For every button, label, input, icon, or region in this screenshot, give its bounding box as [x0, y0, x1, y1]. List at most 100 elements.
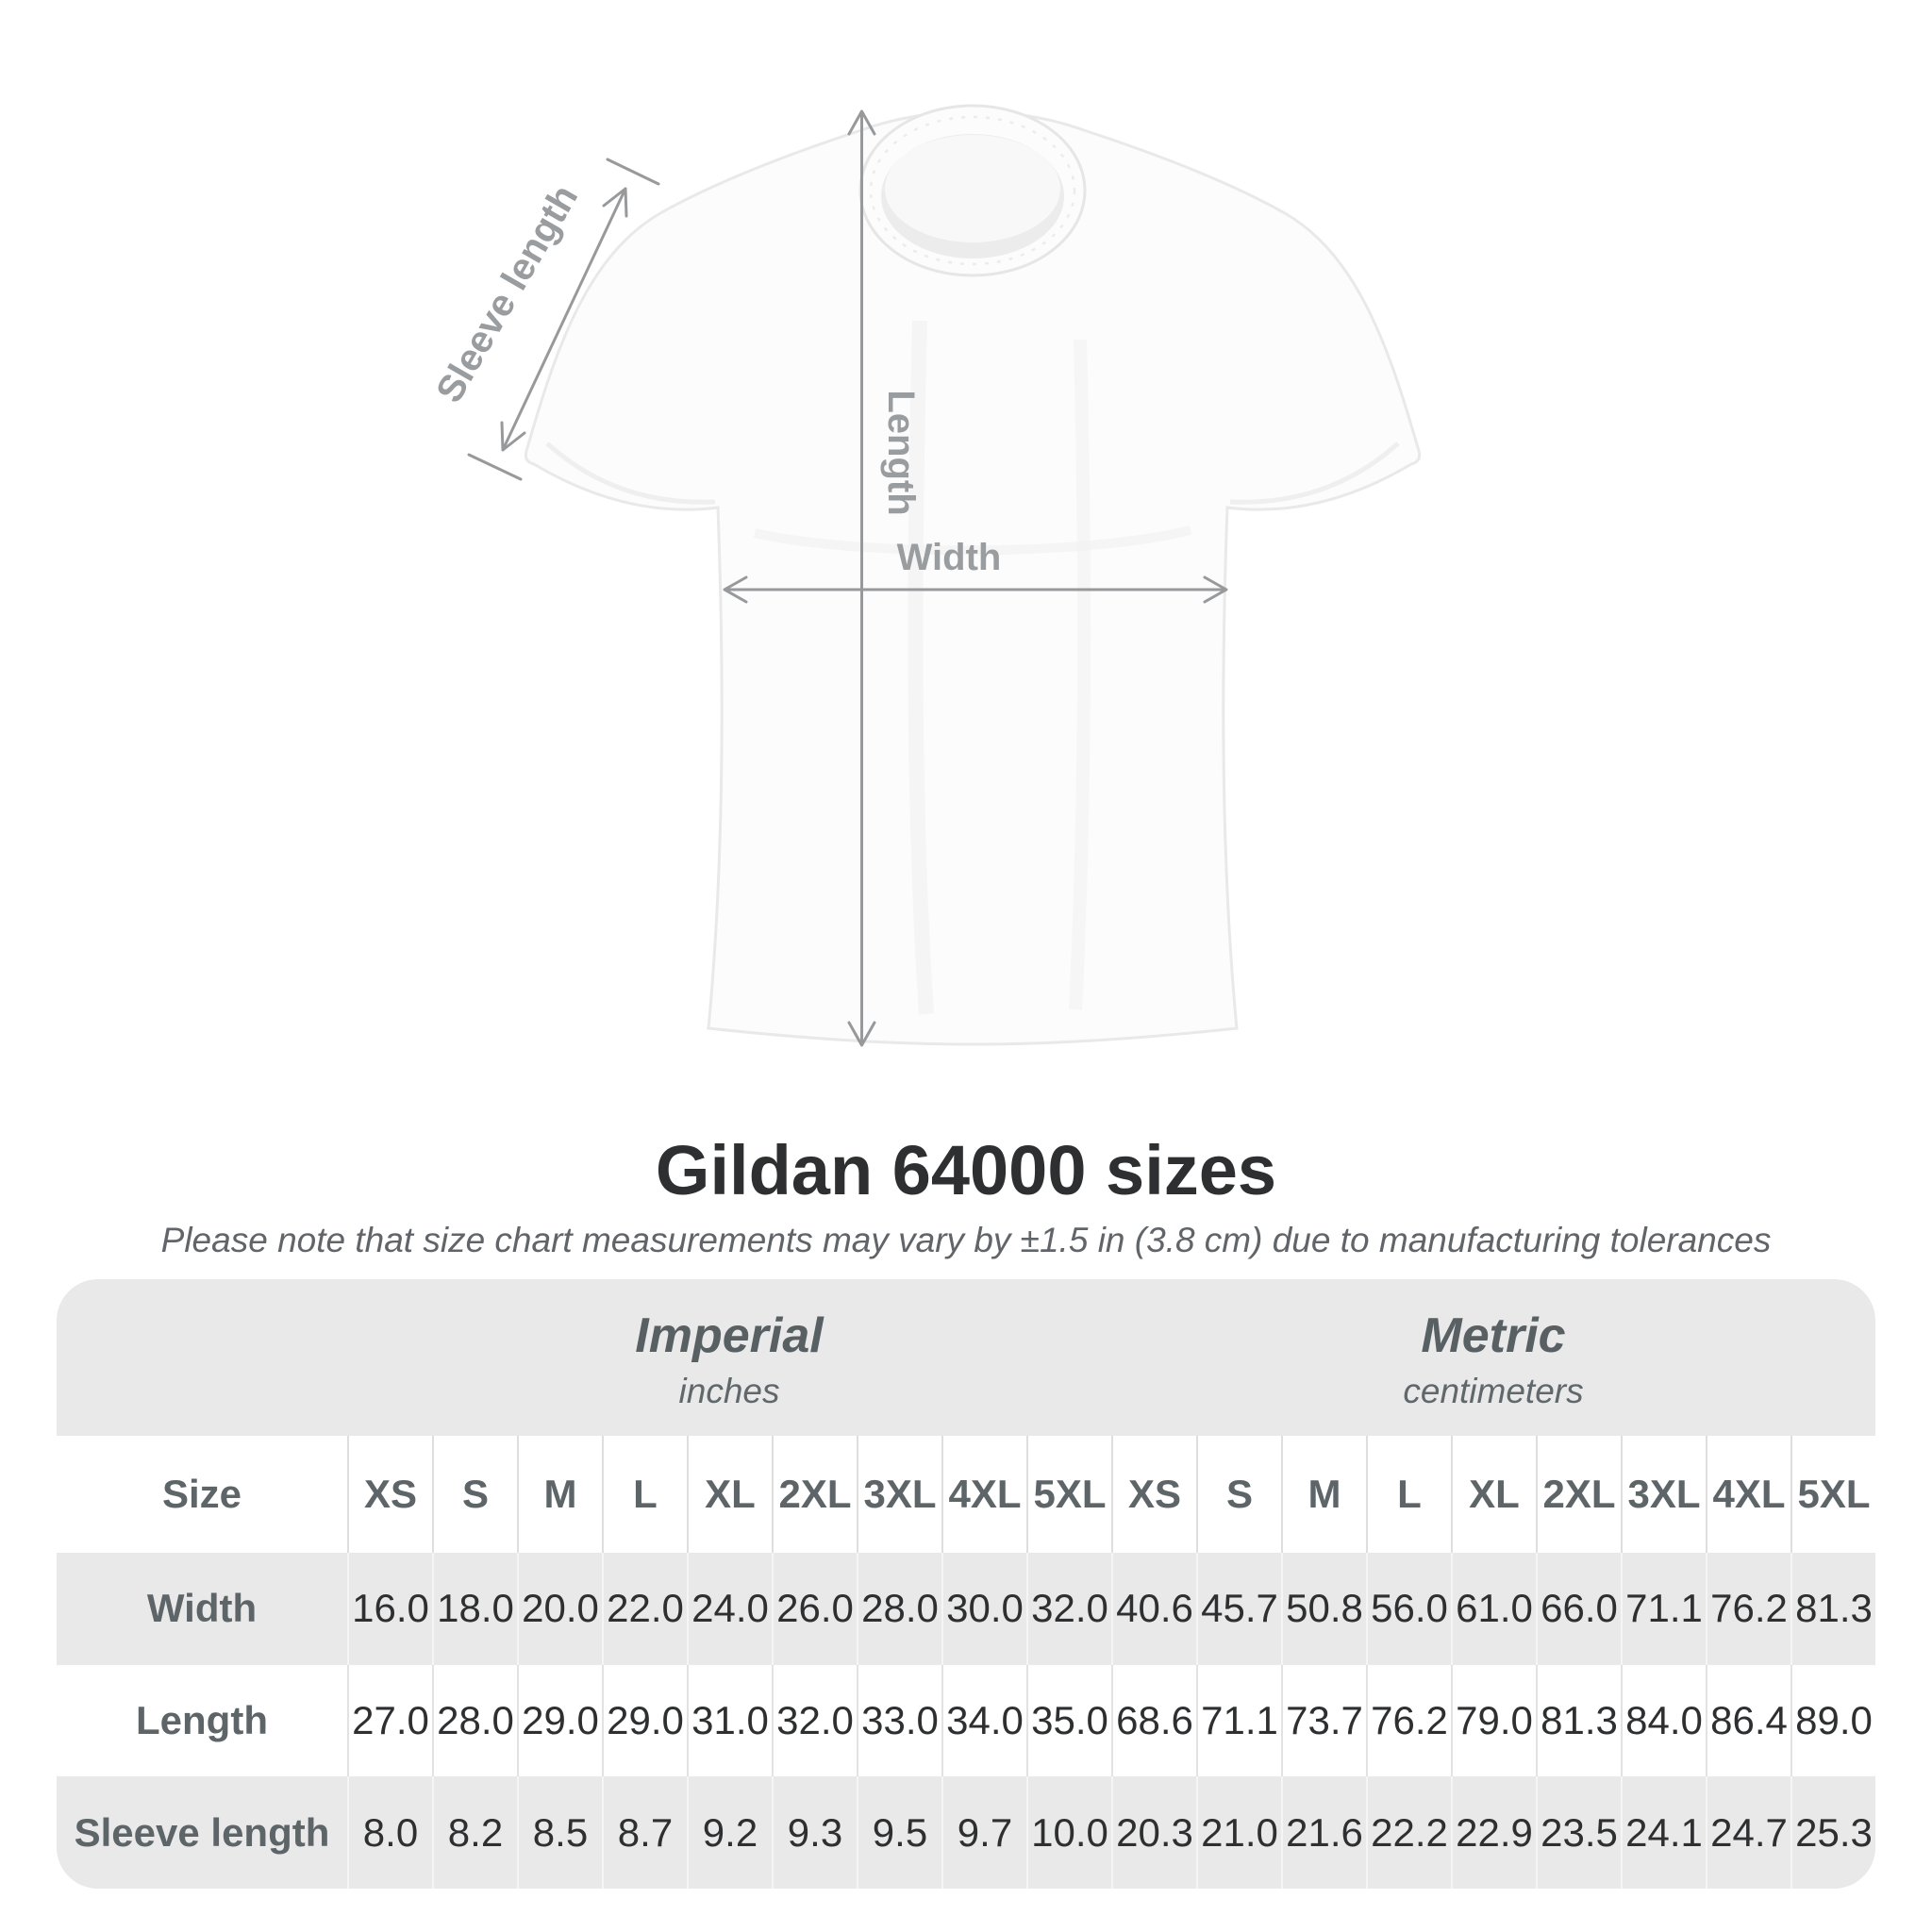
- fold-shading: [753, 525, 1192, 556]
- row-label-width: Width: [146, 1586, 258, 1631]
- value-width-imperial-s: 18.0: [432, 1553, 517, 1665]
- value-length-imperial-m: 29.0: [517, 1664, 602, 1777]
- page-title: Gildan 64000 sizes: [655, 1131, 1277, 1209]
- fold-shading: [908, 320, 934, 1015]
- value-sleeve-length-metric-xs: 20.3: [1111, 1776, 1196, 1889]
- size-header-metric-l: L: [1366, 1436, 1451, 1553]
- value-length-imperial-3xl: 33.0: [857, 1664, 941, 1777]
- value-width-metric-s: 45.7: [1196, 1553, 1281, 1665]
- value-sleeve-length-imperial-2xl: 9.3: [772, 1776, 857, 1889]
- sleeve-shadow-left: [545, 441, 716, 505]
- value-width-imperial-m: 20.0: [517, 1553, 602, 1665]
- value-width-imperial-l: 22.0: [602, 1553, 687, 1665]
- value-length-imperial-xs: 27.0: [347, 1664, 432, 1777]
- size-header-metric-3xl: 3XL: [1621, 1436, 1706, 1553]
- value-sleeve-length-imperial-3xl: 9.5: [857, 1776, 941, 1889]
- value-width-imperial-3xl: 28.0: [857, 1553, 941, 1665]
- table-row-length: Length 27.0 28.0 29.0 29.0 31.0 32.0 33.0 34.0 35…: [57, 1664, 1875, 1777]
- value-length-imperial-5xl: 35.0: [1026, 1664, 1111, 1777]
- size-header-metric-xl: XL: [1451, 1436, 1536, 1553]
- width-label: Width: [897, 537, 1002, 578]
- dimension-annotations: [467, 109, 1228, 1047]
- value-length-imperial-l: 29.0: [602, 1664, 687, 1777]
- size-header-row: Size XS S M L XL 2XL 3XL 4XL 5XL XS S M L XL 2XL 3XL 4XL…: [57, 1436, 1875, 1553]
- value-sleeve-length-imperial-s: 8.2: [432, 1776, 517, 1889]
- value-sleeve-length-imperial-xs: 8.0: [347, 1776, 432, 1889]
- value-width-metric-5xl: 81.3: [1790, 1553, 1875, 1665]
- unit-group-metric: Metric centimeters: [1111, 1279, 1875, 1436]
- value-length-metric-3xl: 84.0: [1621, 1664, 1706, 1777]
- value-width-imperial-xl: 24.0: [687, 1553, 772, 1665]
- unit-group-imperial: Imperial inches: [347, 1279, 1111, 1436]
- value-width-imperial-xs: 16.0: [347, 1553, 432, 1665]
- value-length-metric-s: 71.1: [1196, 1664, 1281, 1777]
- value-length-imperial-2xl: 32.0: [772, 1664, 857, 1777]
- collar-inner-back: [885, 135, 1060, 242]
- value-sleeve-length-metric-3xl: 24.1: [1621, 1776, 1706, 1889]
- size-header-metric-2xl: 2XL: [1536, 1436, 1621, 1553]
- width-arrow: [723, 575, 1228, 604]
- value-sleeve-length-metric-2xl: 23.5: [1536, 1776, 1621, 1889]
- tshirt-size-diagram: Width Length Sleeve length: [428, 104, 1422, 1047]
- value-sleeve-length-metric-s: 21.0: [1196, 1776, 1281, 1889]
- value-length-imperial-s: 28.0: [432, 1664, 517, 1777]
- value-width-metric-xs: 40.6: [1111, 1553, 1196, 1665]
- table-body: Width 16.0 18.0 20.0 22.0 24.0 26.0 28.0 30.0 32.…: [57, 1553, 1875, 1889]
- size-header-imperial-3xl: 3XL: [857, 1436, 941, 1553]
- value-sleeve-length-metric-xl: 22.9: [1451, 1776, 1536, 1889]
- value-sleeve-length-imperial-5xl: 10.0: [1026, 1776, 1111, 1889]
- size-header-imperial-xs: XS: [347, 1436, 432, 1553]
- value-width-imperial-4xl: 30.0: [941, 1553, 1026, 1665]
- length-label: Length: [880, 390, 922, 515]
- tshirt-body: [524, 110, 1422, 1046]
- value-length-metric-2xl: 81.3: [1536, 1664, 1621, 1777]
- value-sleeve-length-imperial-4xl: 9.7: [941, 1776, 1026, 1889]
- length-arrow: [847, 109, 876, 1047]
- value-sleeve-length-metric-4xl: 24.7: [1706, 1776, 1790, 1889]
- size-header-metric-s: S: [1196, 1436, 1281, 1553]
- value-length-metric-m: 73.7: [1281, 1664, 1366, 1777]
- value-width-metric-2xl: 66.0: [1536, 1553, 1621, 1665]
- row-label-sleeve-length: Sleeve length: [74, 1809, 330, 1855]
- size-header-imperial-xl: XL: [687, 1436, 772, 1553]
- size-header-imperial-m: M: [517, 1436, 602, 1553]
- size-header-imperial-s: S: [432, 1436, 517, 1553]
- value-width-imperial-5xl: 32.0: [1026, 1553, 1111, 1665]
- value-sleeve-length-imperial-m: 8.5: [517, 1776, 602, 1889]
- fold-shading: [1069, 339, 1091, 1010]
- size-header-metric-5xl: 5XL: [1790, 1436, 1875, 1553]
- value-sleeve-length-metric-m: 21.6: [1281, 1776, 1366, 1889]
- value-width-metric-4xl: 76.2: [1706, 1553, 1790, 1665]
- value-width-metric-l: 56.0: [1366, 1553, 1451, 1665]
- row-label-length: Length: [136, 1698, 268, 1742]
- size-header-metric-4xl: 4XL: [1706, 1436, 1790, 1553]
- value-width-metric-m: 50.8: [1281, 1553, 1366, 1665]
- size-header-metric-xs: XS: [1111, 1436, 1196, 1553]
- value-length-imperial-4xl: 34.0: [941, 1664, 1026, 1777]
- table-row-width: Width 16.0 18.0 20.0 22.0 24.0 26.0 28.0 30.0 32.…: [57, 1553, 1875, 1665]
- size-chart-table: Imperial inches Metric centimeters Size …: [57, 1279, 1875, 1889]
- collar-stitching: [869, 115, 1076, 266]
- value-length-metric-l: 76.2: [1366, 1664, 1451, 1777]
- size-header-imperial-4xl: 4XL: [941, 1436, 1026, 1553]
- value-sleeve-length-imperial-l: 8.7: [602, 1776, 687, 1889]
- value-length-metric-4xl: 86.4: [1706, 1664, 1790, 1777]
- sleeve-length-arrow: [467, 158, 660, 481]
- size-column-header: Size: [161, 1472, 242, 1516]
- size-header-imperial-2xl: 2XL: [772, 1436, 857, 1553]
- value-sleeve-length-metric-l: 22.2: [1366, 1776, 1451, 1889]
- unit-group-row: Imperial inches Metric centimeters: [57, 1279, 1875, 1436]
- value-length-imperial-xl: 31.0: [687, 1664, 772, 1777]
- value-length-metric-5xl: 89.0: [1790, 1664, 1875, 1777]
- imperial-label: Imperial: [635, 1308, 824, 1364]
- tshirt-graphic: [524, 104, 1422, 1046]
- metric-label: Metric: [1421, 1308, 1566, 1364]
- value-sleeve-length-metric-5xl: 25.3: [1790, 1776, 1875, 1889]
- metric-sublabel: centimeters: [1403, 1371, 1584, 1410]
- size-header-imperial-5xl: 5XL: [1026, 1436, 1111, 1553]
- table-row-sleeve-length: Sleeve length 8.0 8.2 8.5 8.7 9.2 9.3 9.5 9.7 10.…: [57, 1776, 1875, 1889]
- tolerance-note: Please note that size chart measurements…: [160, 1221, 1772, 1259]
- value-sleeve-length-imperial-xl: 9.2: [687, 1776, 772, 1889]
- value-length-metric-xl: 79.0: [1451, 1664, 1536, 1777]
